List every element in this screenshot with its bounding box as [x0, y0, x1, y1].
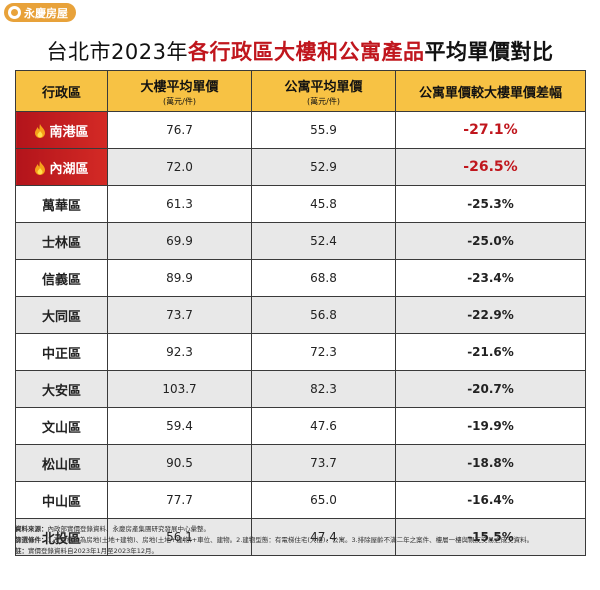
- cell-apartment: 52.4: [251, 222, 396, 260]
- cell-apartment: 52.9: [251, 148, 396, 186]
- cell-highrise: 69.9: [107, 222, 252, 260]
- cell-apartment: 45.8: [251, 185, 396, 223]
- cell-diff: -25.3%: [395, 185, 586, 223]
- cell-apartment: 82.3: [251, 370, 396, 408]
- cell-district: 松山區: [15, 444, 108, 482]
- cell-diff: -23.4%: [395, 259, 586, 297]
- flame-icon: [35, 160, 46, 175]
- cell-highrise: 73.7: [107, 296, 252, 334]
- cell-highrise: 89.9: [107, 259, 252, 297]
- cell-diff: -20.7%: [395, 370, 586, 408]
- cell-highrise: 92.3: [107, 333, 252, 371]
- footnotes: 資料來源：內政部實價登錄資料、永慶房產集團研究發展中心彙整。 篩選條件：1.交易…: [15, 524, 590, 557]
- cell-district: 士林區: [15, 222, 108, 260]
- cell-diff: -18.8%: [395, 444, 586, 482]
- table-row: 萬華區 61.3 45.8 -25.3%: [15, 185, 586, 223]
- cell-diff: -21.6%: [395, 333, 586, 371]
- cell-district: 萬華區: [15, 185, 108, 223]
- cell-apartment: 56.8: [251, 296, 396, 334]
- table-row: 松山區 90.5 73.7 -18.8%: [15, 444, 586, 482]
- table-row: 大安區 103.7 82.3 -20.7%: [15, 370, 586, 408]
- title-prefix: 台北市2023年: [46, 40, 188, 64]
- table-row: 中正區 92.3 72.3 -21.6%: [15, 333, 586, 371]
- logo-icon: [8, 6, 21, 19]
- price-table: 行政區 大樓平均單價 (萬元/件) 公寓平均單價 (萬元/件) 公寓單價較大樓單價差…: [15, 70, 586, 556]
- title-suffix: 平均單價對比: [424, 40, 554, 64]
- brand-logo: 永慶房屋: [4, 3, 76, 22]
- cell-apartment: 73.7: [251, 444, 396, 482]
- cell-highrise: 76.7: [107, 111, 252, 149]
- table-row: 文山區 59.4 47.6 -19.9%: [15, 407, 586, 445]
- cell-highrise: 90.5: [107, 444, 252, 482]
- cell-apartment: 47.4: [251, 518, 396, 556]
- table-row: 南港區 76.7 55.9 -27.1%: [15, 111, 586, 149]
- cell-district: 文山區: [15, 407, 108, 445]
- table-row: 士林區 69.9 52.4 -25.0%: [15, 222, 586, 260]
- cell-diff: -26.5%: [395, 148, 586, 186]
- cell-diff: -27.1%: [395, 111, 586, 149]
- header-diff: 公寓單價較大樓單價差幅: [395, 70, 586, 112]
- cell-district: 中山區: [15, 481, 108, 519]
- cell-apartment: 47.6: [251, 407, 396, 445]
- cell-apartment: 55.9: [251, 111, 396, 149]
- cell-highrise: 61.3: [107, 185, 252, 223]
- cell-highrise: 59.4: [107, 407, 252, 445]
- header-district: 行政區: [15, 70, 108, 112]
- cell-district: 大同區: [15, 296, 108, 334]
- cell-district: 北投區: [15, 518, 108, 556]
- note-source: 資料來源：內政部實價登錄資料、永慶房產集團研究發展中心彙整。: [15, 525, 210, 533]
- flame-icon: [35, 123, 46, 138]
- cell-highrise: 72.0: [107, 148, 252, 186]
- brand-name: 永慶房屋: [24, 6, 68, 20]
- page-title: 台北市2023年各行政區大樓和公寓產品平均單價對比: [0, 36, 600, 66]
- cell-apartment: 72.3: [251, 333, 396, 371]
- cell-diff: -19.9%: [395, 407, 586, 445]
- note-filter: 篩選條件：1.交易標的為房地(土地+建物)、房地(土地+建物)+車位、建物。2.…: [15, 536, 534, 544]
- cell-district: 中正區: [15, 333, 108, 371]
- cell-highrise: 77.7: [107, 481, 252, 519]
- table-row: 內湖區 72.0 52.9 -26.5%: [15, 148, 586, 186]
- cell-diff: -25.0%: [395, 222, 586, 260]
- cell-district: 內湖區: [15, 148, 108, 186]
- cell-apartment: 65.0: [251, 481, 396, 519]
- header-highrise: 大樓平均單價 (萬元/件): [107, 70, 252, 112]
- cell-highrise: 103.7: [107, 370, 252, 408]
- header-row: 行政區 大樓平均單價 (萬元/件) 公寓平均單價 (萬元/件) 公寓單價較大樓單價差…: [15, 70, 586, 112]
- title-highlight: 各行政區大樓和公寓產品: [187, 40, 425, 64]
- cell-diff: -22.9%: [395, 296, 586, 334]
- note-period: 註：實價登錄資料自2023年1月至2023年12月。: [15, 547, 158, 555]
- header-apartment: 公寓平均單價 (萬元/件): [251, 70, 396, 112]
- cell-district: 南港區: [15, 111, 108, 149]
- cell-apartment: 68.8: [251, 259, 396, 297]
- cell-district: 信義區: [15, 259, 108, 297]
- table-row: 中山區 77.7 65.0 -16.4%: [15, 481, 586, 519]
- table-row: 大同區 73.7 56.8 -22.9%: [15, 296, 586, 334]
- table-row: 北投區 56.1 47.4 -15.5%: [15, 518, 586, 556]
- cell-district: 大安區: [15, 370, 108, 408]
- cell-diff: -15.5%: [395, 518, 586, 556]
- cell-diff: -16.4%: [395, 481, 586, 519]
- table-row: 信義區 89.9 68.8 -23.4%: [15, 259, 586, 297]
